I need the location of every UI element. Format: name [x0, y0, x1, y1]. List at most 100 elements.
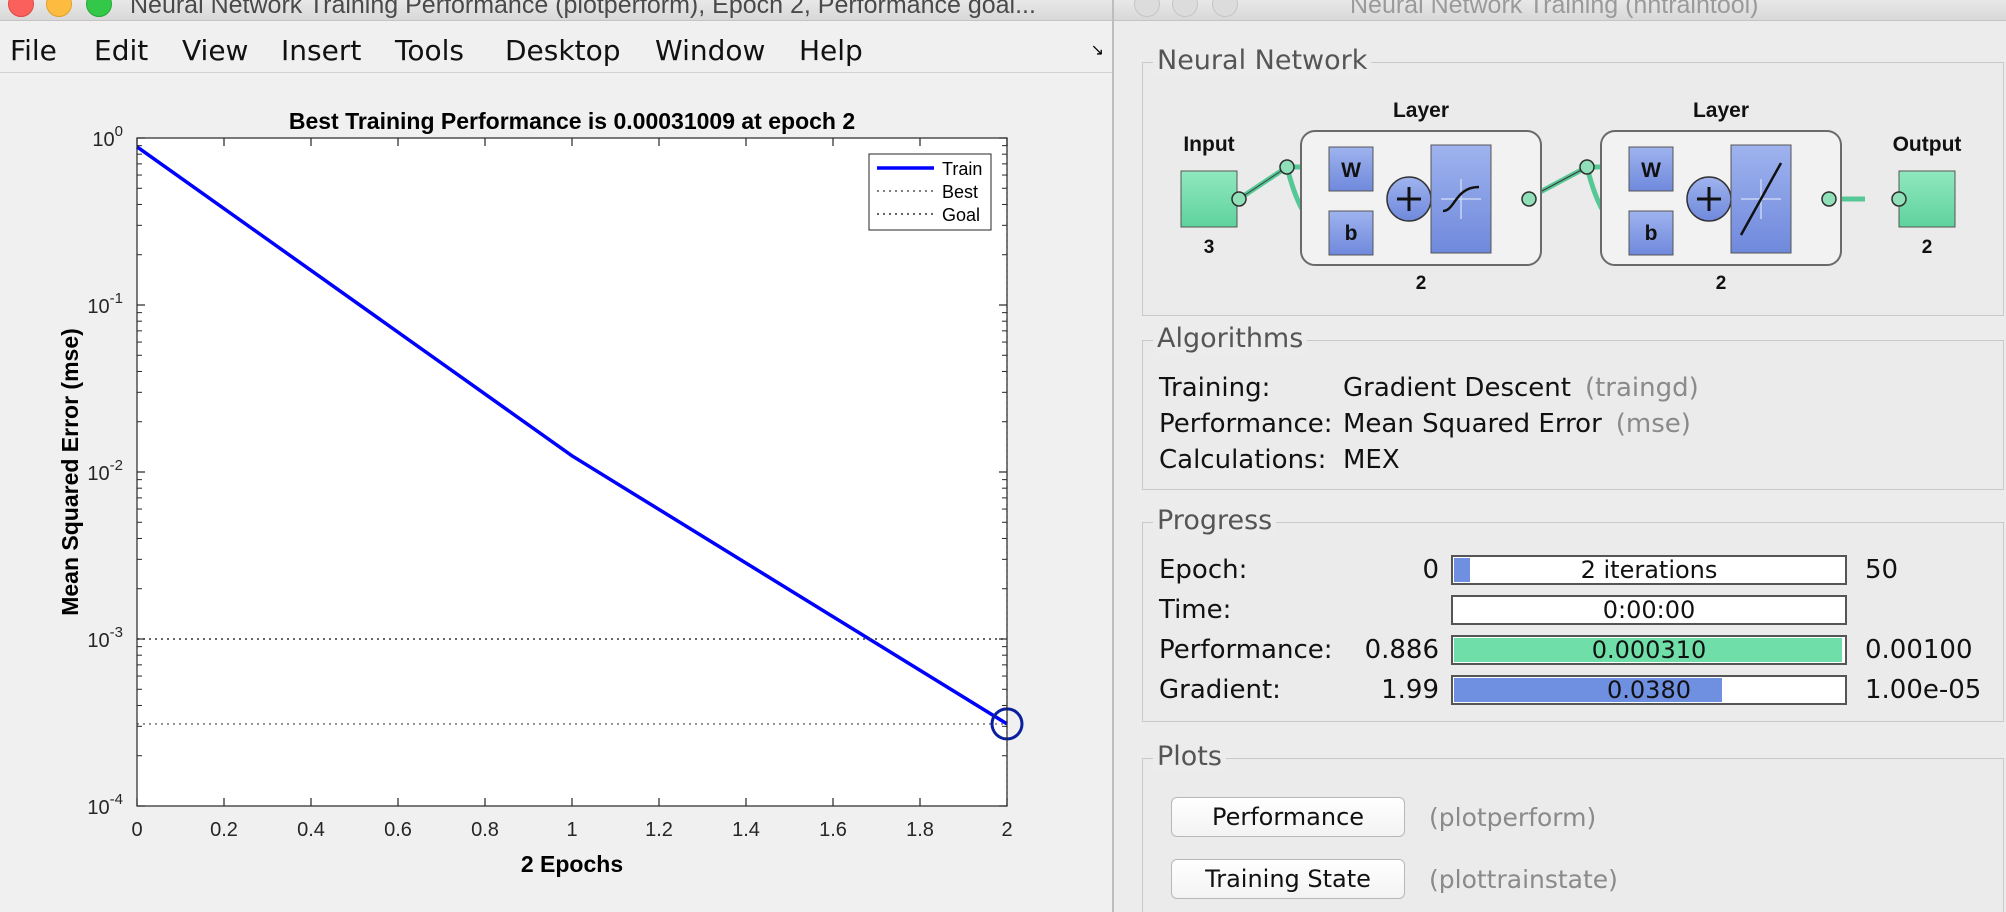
input-label: Input — [1183, 133, 1234, 156]
algorithm-label: Performance: — [1159, 409, 1333, 439]
progress-bar-fill — [1454, 678, 1722, 702]
chart-title: Best Training Performance is 0.00031009 … — [289, 108, 855, 134]
progress-bar-epoch: 2 iterations — [1451, 555, 1847, 585]
performance-plot-window: Neural Network Training Performance (plo… — [0, 0, 1112, 912]
training-state-plot-button[interactable]: Training State — [1171, 859, 1405, 899]
right-titlebar[interactable]: Neural Network Training (nntraintool) — [1114, 0, 2006, 21]
legend-goal-label: Goal — [942, 205, 980, 225]
dock-arrow-icon[interactable]: ↘ — [1090, 42, 1104, 59]
x-tick-label: 2 — [1001, 819, 1012, 841]
right-window-title: Neural Network Training (nntraintool) — [1350, 0, 1759, 19]
layer2-weight-label: W — [1641, 159, 1661, 182]
layer1-label: Layer — [1393, 99, 1449, 122]
x-axis-label: 2 Epochs — [521, 851, 623, 877]
y-axis-label: Mean Squared Error (mse) — [57, 328, 83, 616]
plots-panel-title: Plots — [1153, 741, 1226, 772]
left-titlebar[interactable]: Neural Network Training Performance (plo… — [0, 0, 1112, 21]
menu-edit[interactable]: Edit — [94, 34, 149, 67]
minimize-window-button-inactive[interactable] — [1172, 0, 1198, 17]
menu-view[interactable]: View — [182, 34, 249, 67]
layer1-bias-block — [1328, 210, 1374, 256]
menu-help[interactable]: Help — [799, 34, 863, 67]
minimize-window-button[interactable] — [46, 0, 72, 17]
layer2-purelin-icon — [1730, 144, 1792, 254]
plots-panel: Plots Performance (plotperform) Training… — [1142, 741, 2004, 912]
performance-plot-button[interactable]: Performance — [1171, 797, 1405, 837]
layer1-weight-label: W — [1341, 159, 1361, 182]
progress-label: Time: — [1159, 595, 1232, 625]
layer1-sum-icon — [1386, 176, 1432, 222]
x-tick-label: 0.6 — [384, 819, 412, 841]
progress-bar-text: 0.000310 — [1591, 636, 1707, 664]
progress-bar-text: 0:00:00 — [1602, 596, 1696, 624]
progress-bar-fill — [1454, 558, 1470, 582]
x-tick-label: 0.2 — [210, 819, 238, 841]
progress-min: 0 — [1422, 555, 1439, 585]
progress-max: 0.00100 — [1865, 635, 1973, 665]
output-size: 2 — [1922, 237, 1933, 258]
progress-label: Gradient: — [1159, 675, 1281, 705]
progress-max: 50 — [1865, 555, 1899, 585]
layer2-bias-label: b — [1645, 222, 1658, 245]
progress-min: 0.886 — [1364, 635, 1439, 665]
x-tick-label: 1.8 — [906, 819, 934, 841]
x-tick-label: 1.6 — [819, 819, 847, 841]
y-tick-label: 10-2 — [87, 457, 123, 485]
progress-row-epoch: Epoch: 0 2 iterations 50 — [1159, 555, 1999, 587]
network-panel: Neural Network — [1142, 45, 2004, 316]
layer2-bias-block — [1628, 210, 1674, 256]
x-tick-label: 0 — [131, 819, 142, 841]
progress-bar-performance: 0.000310 — [1451, 635, 1847, 665]
chart-legend[interactable]: Train Best Goal — [868, 153, 992, 231]
algorithm-value: MEX — [1343, 445, 1400, 475]
algorithm-function: (traingd) — [1584, 373, 1699, 403]
layer2-label: Layer — [1693, 99, 1749, 122]
x-tick-label: 1.2 — [645, 819, 673, 841]
close-window-button-inactive[interactable] — [1134, 0, 1160, 17]
algorithm-value: Mean Squared Error — [1343, 409, 1602, 439]
menu-window[interactable]: Window — [655, 34, 766, 67]
progress-panel: Progress Epoch: 0 2 iterations 50 Time: … — [1142, 505, 2004, 722]
layer2-weight-block — [1628, 146, 1674, 192]
layer2-sum-icon — [1686, 176, 1732, 222]
performance-plot-function: (plotperform) — [1429, 803, 1597, 832]
output-block — [1898, 170, 1956, 228]
menubar: File Edit View Insert Tools Desktop Wind… — [0, 28, 1112, 73]
zoom-window-button[interactable] — [86, 0, 112, 17]
performance-chart: 0 0.2 0.4 0.6 0.8 1 1.2 1.4 1.6 1.8 2 100 10-1 10-2 10… — [57, 108, 1024, 877]
algorithm-function: (mse) — [1615, 409, 1691, 439]
nntraintool-window: Neural Network Training (nntraintool) Ne… — [1112, 0, 2006, 912]
progress-max: 1.00e-05 — [1865, 675, 1982, 705]
progress-panel-title: Progress — [1153, 505, 1277, 536]
input-size: 3 — [1204, 237, 1215, 258]
menu-file[interactable]: File — [10, 34, 57, 67]
legend-train-label: Train — [942, 159, 982, 179]
x-tick-label: 1 — [566, 819, 577, 841]
layer1-bias-label: b — [1345, 222, 1358, 245]
progress-row-time: Time: 0:00:00 — [1159, 595, 1999, 627]
layer1-tansig-icon — [1430, 144, 1492, 254]
progress-label: Performance: — [1159, 635, 1333, 665]
zoom-window-button-inactive[interactable] — [1212, 0, 1238, 17]
close-window-button[interactable] — [8, 0, 34, 17]
layer1-size: 2 — [1416, 273, 1427, 294]
algorithm-label: Training: — [1159, 373, 1271, 403]
layer1-weight-block — [1328, 146, 1374, 192]
y-tick-label: 10-1 — [87, 290, 123, 318]
progress-row-gradient: Gradient: 1.99 0.0380 1.00e-05 — [1159, 675, 1999, 707]
progress-bar-text: 2 iterations — [1580, 556, 1718, 584]
x-tick-label: 1.4 — [732, 819, 760, 841]
legend-best-label: Best — [942, 182, 978, 202]
menu-tools[interactable]: Tools — [395, 34, 464, 67]
junction-dots — [1231, 159, 1907, 207]
progress-bar-gradient: 0.0380 — [1451, 675, 1847, 705]
progress-bar-time: 0:00:00 — [1451, 595, 1847, 625]
progress-min: 1.99 — [1381, 675, 1439, 705]
menu-desktop[interactable]: Desktop — [505, 34, 621, 67]
y-tick-label: 100 — [92, 123, 123, 151]
x-tick-label: 0.4 — [297, 819, 325, 841]
progress-row-performance: Performance: 0.886 0.000310 0.00100 — [1159, 635, 1999, 667]
progress-bar-text: 0.0380 — [1607, 676, 1691, 704]
algorithm-value: Gradient Descent — [1343, 373, 1571, 403]
menu-insert[interactable]: Insert — [281, 34, 362, 67]
